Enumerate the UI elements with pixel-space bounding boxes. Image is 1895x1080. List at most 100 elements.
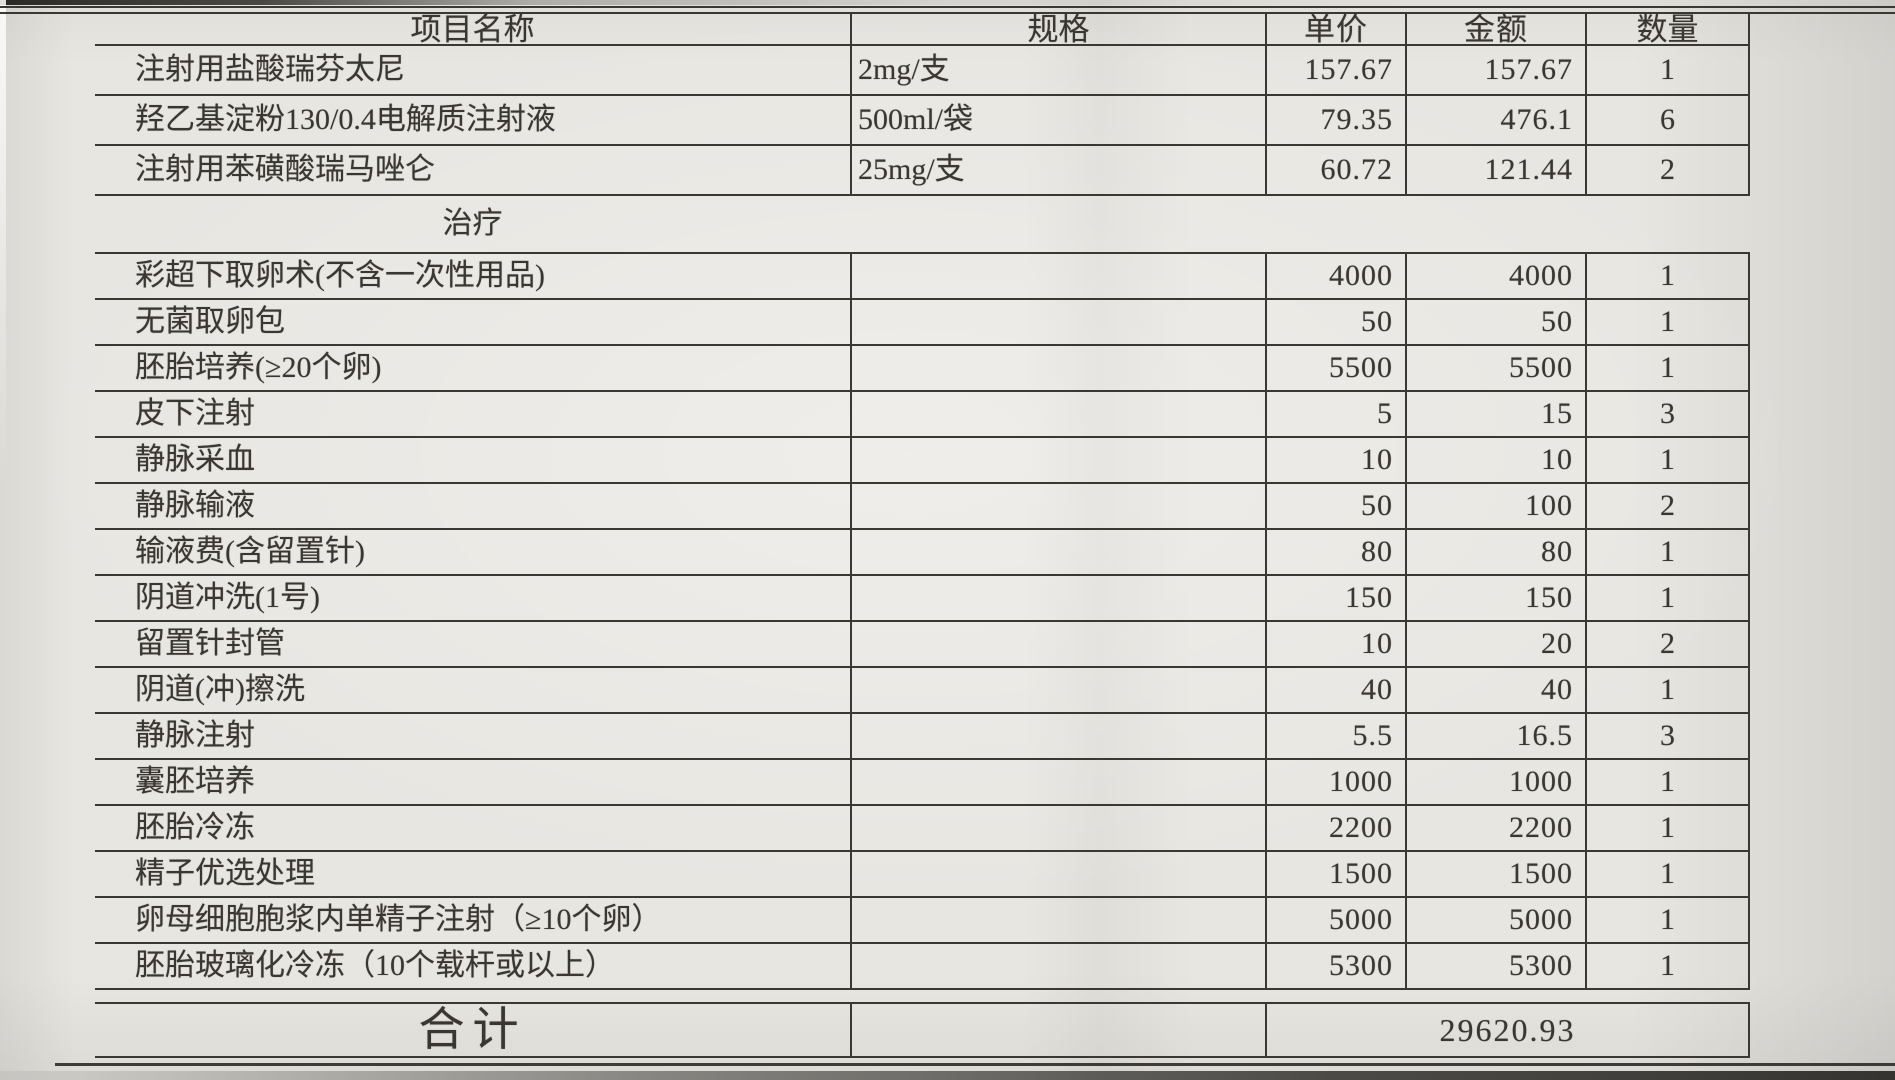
item-unit-price: 157.67 xyxy=(1265,46,1405,94)
item-amount: 100 xyxy=(1405,484,1585,528)
item-amount: 5500 xyxy=(1405,346,1585,390)
item-name: 彩超下取卵术(不含一次性用品) xyxy=(135,259,545,292)
item-qty: 2 xyxy=(1585,622,1750,666)
photo-left-edge xyxy=(0,0,6,486)
item-spec xyxy=(850,622,1265,666)
item-name: 羟乙基淀粉130/0.4电解质注射液 xyxy=(135,103,556,136)
table-row: 胚胎培养(≥20个卵) 5500 5500 1 xyxy=(95,346,1750,392)
item-unit-price: 50 xyxy=(1265,300,1405,344)
item-unit-price: 150 xyxy=(1265,576,1405,620)
item-name: 囊胚培养 xyxy=(135,765,255,798)
item-name: 皮下注射 xyxy=(135,397,255,430)
item-spec: 25mg/支 xyxy=(850,146,1265,194)
item-name: 胚胎冷冻 xyxy=(135,811,255,844)
item-unit-price: 5000 xyxy=(1265,898,1405,942)
item-amount: 157.67 xyxy=(1405,46,1585,94)
item-unit-price: 2200 xyxy=(1265,806,1405,850)
double-rule-gap xyxy=(95,990,1750,1004)
item-amount: 121.44 xyxy=(1405,146,1585,194)
item-spec xyxy=(850,484,1265,528)
item-name: 精子优选处理 xyxy=(135,857,315,890)
item-unit-price: 1000 xyxy=(1265,760,1405,804)
item-qty: 1 xyxy=(1585,944,1750,988)
item-qty: 1 xyxy=(1585,576,1750,620)
column-header-spec: 规格 xyxy=(850,14,1265,45)
item-unit-price: 5300 xyxy=(1265,944,1405,988)
item-amount: 476.1 xyxy=(1405,96,1585,144)
item-spec xyxy=(850,392,1265,436)
item-qty: 1 xyxy=(1585,806,1750,850)
item-amount: 50 xyxy=(1405,300,1585,344)
item-name: 卵母细胞胞浆内单精子注射（≥10个卵） xyxy=(135,903,662,936)
item-amount: 80 xyxy=(1405,530,1585,574)
item-name: 胚胎玻璃化冷冻（10个载杆或以上） xyxy=(135,949,615,982)
photo-bottom-edge xyxy=(0,1071,1895,1080)
item-spec xyxy=(850,438,1265,482)
item-qty: 3 xyxy=(1585,714,1750,758)
table-row: 阴道(冲)擦洗 40 40 1 xyxy=(95,668,1750,714)
column-header-amount: 金额 xyxy=(1405,14,1585,45)
item-spec xyxy=(850,346,1265,390)
item-qty: 1 xyxy=(1585,668,1750,712)
item-unit-price: 5.5 xyxy=(1265,714,1405,758)
table-row: 静脉输液 50 100 2 xyxy=(95,484,1750,530)
item-spec xyxy=(850,254,1265,298)
item-name: 阴道(冲)擦洗 xyxy=(135,673,305,706)
item-unit-price: 5 xyxy=(1265,392,1405,436)
item-spec xyxy=(850,760,1265,804)
item-qty: 1 xyxy=(1585,254,1750,298)
item-spec xyxy=(850,668,1265,712)
fee-table: 项目名称 规格 单价 金额 数量 注射用盐酸瑞芬太尼 2mg/支 157.67 … xyxy=(95,14,1750,1058)
table-row: 注射用盐酸瑞芬太尼 2mg/支 157.67 157.67 1 xyxy=(95,46,1750,96)
item-amount: 4000 xyxy=(1405,254,1585,298)
item-amount: 16.5 xyxy=(1405,714,1585,758)
item-unit-price: 50 xyxy=(1265,484,1405,528)
item-amount: 150 xyxy=(1405,576,1585,620)
section-label: 治疗 xyxy=(442,207,503,240)
item-spec: 500ml/袋 xyxy=(850,96,1265,144)
item-amount: 1000 xyxy=(1405,760,1585,804)
item-qty: 3 xyxy=(1585,392,1750,436)
item-name: 注射用苯磺酸瑞马唑仑 xyxy=(135,153,435,186)
item-spec xyxy=(850,852,1265,896)
item-name: 输液费(含留置针) xyxy=(135,535,365,568)
item-qty: 2 xyxy=(1585,146,1750,194)
table-row: 胚胎冷冻 2200 2200 1 xyxy=(95,806,1750,852)
item-spec xyxy=(850,576,1265,620)
item-qty: 1 xyxy=(1585,760,1750,804)
item-qty: 1 xyxy=(1585,852,1750,896)
item-amount: 40 xyxy=(1405,668,1585,712)
item-qty: 2 xyxy=(1585,484,1750,528)
item-amount: 20 xyxy=(1405,622,1585,666)
item-spec xyxy=(850,714,1265,758)
item-amount: 2200 xyxy=(1405,806,1585,850)
item-unit-price: 40 xyxy=(1265,668,1405,712)
item-qty: 1 xyxy=(1585,438,1750,482)
column-header-qty: 数量 xyxy=(1585,14,1750,45)
item-name: 静脉注射 xyxy=(135,719,255,752)
table-row: 皮下注射 5 15 3 xyxy=(95,392,1750,438)
photo-top-edge xyxy=(0,0,1895,5)
item-spec xyxy=(850,530,1265,574)
table-row: 输液费(含留置针) 80 80 1 xyxy=(95,530,1750,576)
item-amount: 10 xyxy=(1405,438,1585,482)
table-row: 精子优选处理 1500 1500 1 xyxy=(95,852,1750,898)
item-qty: 6 xyxy=(1585,96,1750,144)
item-unit-price: 79.35 xyxy=(1265,96,1405,144)
item-name: 注射用盐酸瑞芬太尼 xyxy=(135,53,405,86)
table-row: 阴道冲洗(1号) 150 150 1 xyxy=(95,576,1750,622)
item-unit-price: 10 xyxy=(1265,438,1405,482)
item-qty: 1 xyxy=(1585,46,1750,94)
table-row: 囊胚培养 1000 1000 1 xyxy=(95,760,1750,806)
item-spec xyxy=(850,944,1265,988)
item-unit-price: 1500 xyxy=(1265,852,1405,896)
table-row: 静脉注射 5.5 16.5 3 xyxy=(95,714,1750,760)
table-row: 卵母细胞胞浆内单精子注射（≥10个卵） 5000 5000 1 xyxy=(95,898,1750,944)
item-spec xyxy=(850,300,1265,344)
table-row: 留置针封管 10 20 2 xyxy=(95,622,1750,668)
item-name: 胚胎培养(≥20个卵) xyxy=(135,351,382,384)
item-qty: 1 xyxy=(1585,898,1750,942)
table-row: 羟乙基淀粉130/0.4电解质注射液 500ml/袋 79.35 476.1 6 xyxy=(95,96,1750,146)
item-name: 静脉输液 xyxy=(135,489,255,522)
